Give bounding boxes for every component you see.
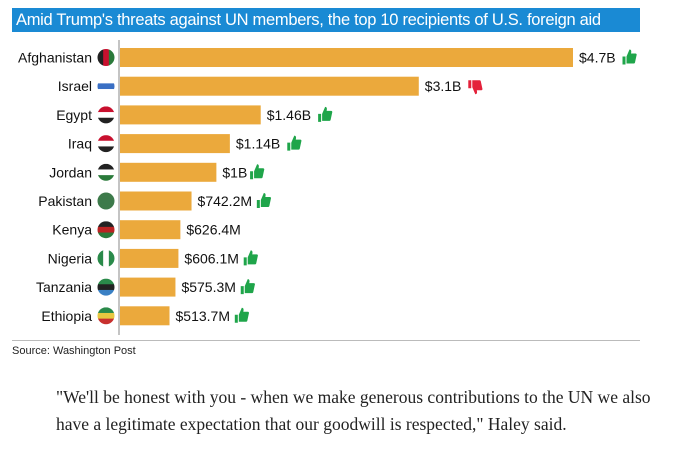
- category-label: Afghanistan: [18, 50, 92, 66]
- bar-kenya: [120, 220, 181, 240]
- quote-paragraph: "We'll be honest with you - when we make…: [56, 387, 651, 434]
- ethiopia-flag-icon: [97, 307, 115, 325]
- category-label: Pakistan: [38, 193, 92, 209]
- thumbs-up-icon: [240, 279, 255, 295]
- bar-egypt: [120, 105, 261, 125]
- data-label: $3.1B: [425, 78, 462, 94]
- chart-title: Amid Trump's threats against UN members,…: [12, 8, 640, 32]
- thumbs-up-icon: [250, 164, 265, 180]
- bar-nigeria: [120, 248, 179, 268]
- thumbs-up-icon: [287, 135, 302, 151]
- thumbs-up-icon: [234, 307, 250, 323]
- iraq-flag-icon: [97, 135, 115, 153]
- category-label: Jordan: [49, 164, 92, 180]
- category-label: Kenya: [52, 222, 92, 238]
- data-label: $626.4M: [186, 222, 240, 238]
- data-label: $1.46B: [267, 107, 311, 123]
- data-label: $575.3M: [181, 279, 235, 295]
- bar-ethiopia: [120, 306, 170, 326]
- bar-israel: [120, 76, 419, 96]
- kenya-flag-icon: [97, 221, 115, 239]
- thumbs-up-icon: [243, 250, 258, 266]
- bar-jordan: [120, 162, 217, 182]
- thumbs-up-icon: [256, 193, 272, 208]
- category-label: Egypt: [56, 107, 92, 123]
- data-label: $1B: [222, 164, 247, 180]
- thumbs-up-icon: [318, 106, 333, 122]
- bar-afghanistan: [120, 48, 573, 67]
- afghanistan-flag-icon: [97, 49, 115, 66]
- category-label: Iraq: [68, 136, 92, 152]
- source-note: Source: Washington Post: [12, 345, 136, 357]
- category-label: Tanzania: [36, 279, 92, 295]
- category-label: Ethiopia: [41, 308, 92, 324]
- data-label: $4.7B: [579, 50, 616, 66]
- data-label: $1.14B: [236, 136, 280, 152]
- bar-pakistan: [120, 191, 192, 211]
- bar-iraq: [120, 134, 230, 154]
- tanzania-flag-icon: [97, 278, 115, 296]
- data-label: $742.2M: [198, 193, 252, 209]
- egypt-flag-icon: [97, 106, 115, 124]
- nigeria-flag-icon: [97, 249, 115, 267]
- thumbs-down-icon: [468, 80, 483, 95]
- jordan-flag-icon: [97, 163, 115, 181]
- category-label: Israel: [58, 78, 92, 94]
- data-label: $513.7M: [176, 308, 230, 324]
- category-label: Nigeria: [48, 250, 93, 266]
- data-label: $606.1M: [184, 250, 238, 266]
- israel-flag-icon: [97, 77, 115, 95]
- bar-chart: Afghanistan $4.7B Israel $3.1B Egypt $1.46B Ir…: [18, 40, 637, 335]
- divider: [12, 340, 640, 341]
- thumbs-up-icon: [622, 49, 637, 65]
- pakistan-flag-icon: [97, 192, 115, 210]
- bar-tanzania: [120, 277, 176, 297]
